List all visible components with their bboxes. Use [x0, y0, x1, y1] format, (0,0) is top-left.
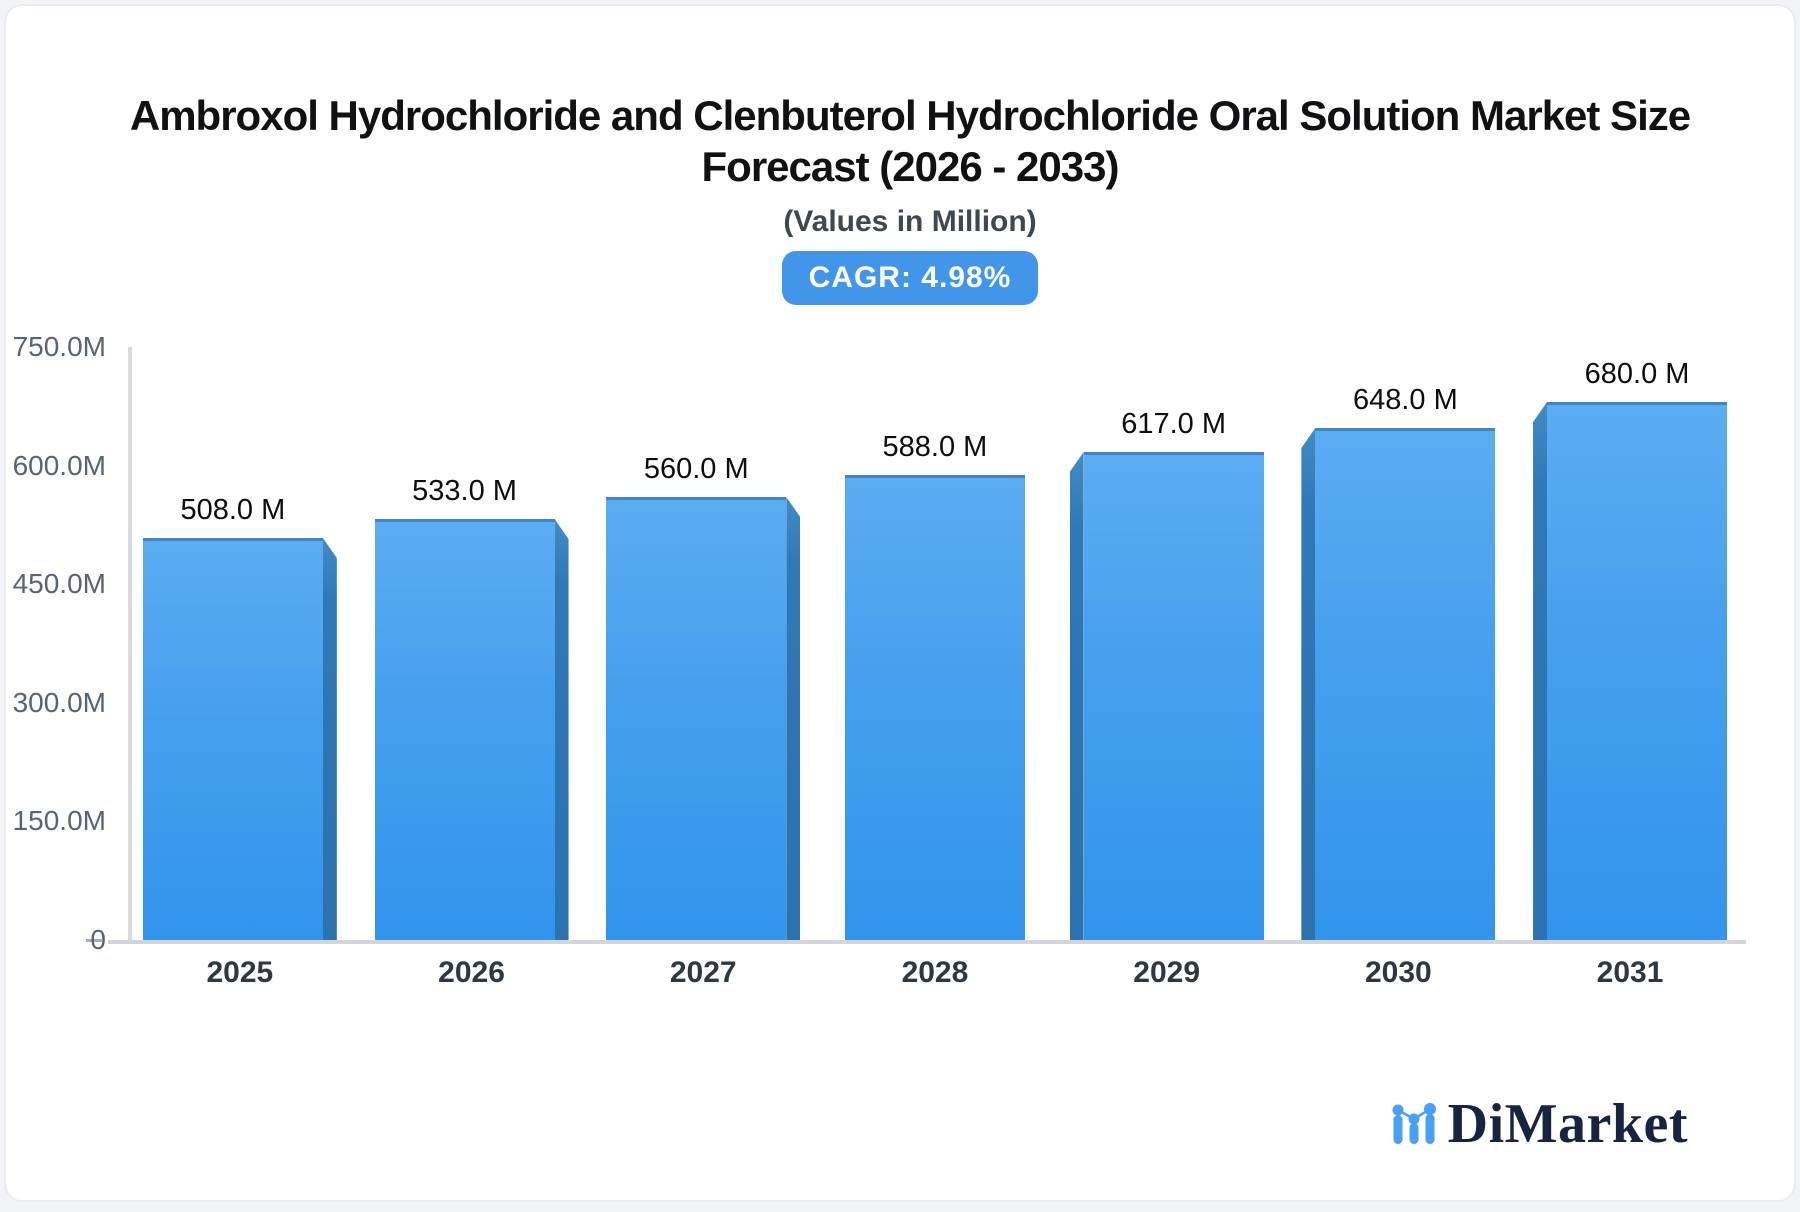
bar-2027: 560.0 M: [606, 453, 801, 940]
y-axis-tick-label: 0: [90, 924, 106, 955]
bar-front-face: [606, 497, 787, 940]
bar-2026: 533.0 M: [374, 475, 569, 940]
bar-side-face: [1533, 402, 1548, 940]
bar-side-face: [1069, 452, 1084, 940]
y-axis-tick-label: 600.0M: [12, 449, 106, 481]
bar-value-label: 533.0 M: [412, 475, 517, 507]
bar-value-label: 508.0 M: [180, 494, 286, 526]
y-axis-tick-label: 450.0M: [12, 568, 106, 600]
bar-value-label: 648.0 M: [1352, 384, 1458, 416]
dimarket-logo-text: DiMarket: [1447, 1093, 1688, 1155]
bar-2029: 617.0 M: [1069, 408, 1264, 940]
y-axis-tick-label: 300.0M: [12, 686, 106, 718]
x-axis-label-2031: 2031: [1596, 956, 1664, 989]
cagr-badge: CAGR: 4.98%: [781, 251, 1039, 305]
bar-2028: 588.0 M: [844, 431, 1025, 940]
bar-front-face: [1315, 428, 1496, 940]
chart-header: Ambroxol Hydrochloride and Clenbuterol H…: [20, 90, 1800, 305]
bar-side-face: [786, 497, 801, 940]
x-axis-label-2025: 2025: [206, 956, 274, 989]
mini-bar-chart-icon: [1392, 1103, 1436, 1144]
x-axis-label-2027: 2027: [669, 956, 737, 989]
bar-front-face: [1083, 452, 1264, 940]
zero-tick-mark: [86, 939, 102, 942]
bar-side-face: [554, 519, 569, 940]
bar-value-label: 680.0 M: [1584, 358, 1690, 390]
y-axis-line: [128, 347, 132, 941]
bar-value-label: 588.0 M: [882, 431, 988, 463]
bar-2025: 508.0 M: [142, 494, 337, 940]
x-axis-line: [108, 940, 1746, 944]
y-axis-tick-label: 150.0M: [12, 805, 106, 837]
bar-front-face: [374, 519, 555, 940]
chart-title-line-1: Ambroxol Hydrochloride and Clenbuterol H…: [129, 92, 1691, 139]
bar-2030: 648.0 M: [1301, 384, 1496, 940]
bar-side-face: [1301, 428, 1316, 940]
x-axis-label-2028: 2028: [901, 956, 969, 989]
bar-2031: 680.0 M: [1533, 358, 1728, 940]
bar-value-label: 617.0 M: [1121, 408, 1227, 440]
x-axis-label-2029: 2029: [1133, 956, 1201, 989]
bar-front-face: [142, 538, 323, 940]
dimarket-logo: DiMarket: [1391, 1092, 1688, 1156]
chart-title-line-2: Forecast (2026 - 2033): [701, 143, 1120, 190]
bar-front-face: [844, 475, 1025, 940]
bar-side-face: [322, 538, 337, 940]
bar-value-label: 560.0 M: [643, 453, 749, 485]
bar-front-face: [1547, 402, 1728, 940]
y-axis-tick-label: 750.0M: [12, 331, 106, 362]
x-axis-label-2026: 2026: [438, 956, 505, 989]
chart-subtitle: (Values in Million): [783, 205, 1037, 238]
x-axis-label-2030: 2030: [1364, 956, 1432, 989]
